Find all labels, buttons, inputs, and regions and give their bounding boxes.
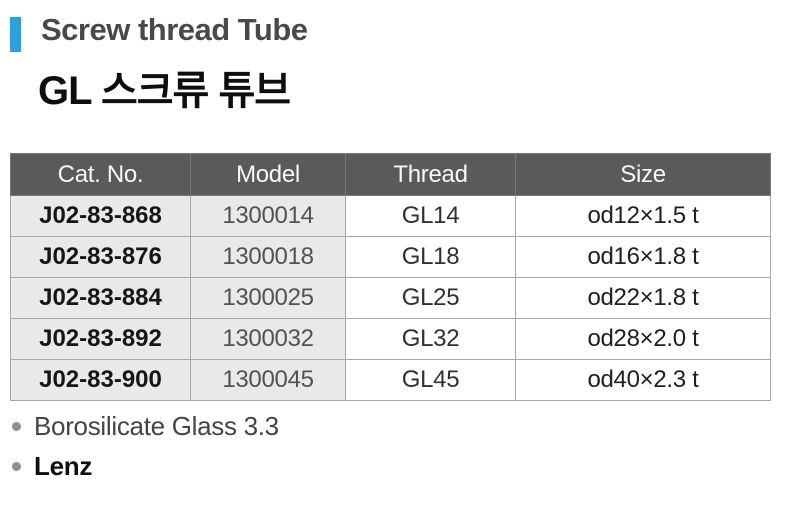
cell-model: 1300014 <box>190 195 346 237</box>
cell-cat-no: J02-83-900 <box>10 359 191 401</box>
spec-table-body: J02-83-868 1300014 GL14 od12×1.5 t J02-8… <box>10 195 771 401</box>
column-header-size: Size <box>515 153 771 196</box>
accent-bar-icon <box>10 17 21 52</box>
note-lenz: Lenz <box>12 446 279 486</box>
cell-size: od28×2.0 t <box>515 318 771 360</box>
bullet-icon <box>12 421 21 431</box>
cell-size: od16×1.8 t <box>515 236 771 278</box>
cell-model: 1300018 <box>190 236 346 278</box>
note-text: Borosilicate Glass 3.3 <box>34 410 279 441</box>
column-header-cat-no: Cat. No. <box>10 153 191 196</box>
cell-thread: GL14 <box>345 195 516 237</box>
notes-list: Borosilicate Glass 3.3 Lenz <box>12 406 279 486</box>
cell-model: 1300032 <box>190 318 346 360</box>
cell-thread: GL25 <box>345 277 516 319</box>
cell-cat-no: J02-83-868 <box>10 195 191 237</box>
page-title-english: Screw thread Tube <box>41 12 308 47</box>
cell-thread: GL18 <box>345 236 516 278</box>
cell-size: od12×1.5 t <box>515 195 771 237</box>
cell-cat-no: J02-83-892 <box>10 318 191 360</box>
cell-model: 1300025 <box>190 277 346 319</box>
note-borosilicate: Borosilicate Glass 3.3 <box>12 406 279 446</box>
table-row: J02-83-876 1300018 GL18 od16×1.8 t <box>10 236 771 278</box>
bullet-icon <box>12 461 21 471</box>
cell-model: 1300045 <box>190 359 346 401</box>
header-row: Cat. No. Model Thread Size <box>10 153 771 196</box>
page-title-korean: GL 스크류 튜브 <box>38 69 291 113</box>
note-text: Lenz <box>34 450 93 481</box>
cell-thread: GL45 <box>345 359 516 401</box>
cell-size: od40×2.3 t <box>515 359 771 401</box>
spec-table: Cat. No. Model Thread Size J02-83-868 13… <box>10 153 771 401</box>
column-header-model: Model <box>190 153 346 196</box>
cell-cat-no: J02-83-876 <box>10 236 191 278</box>
cell-size: od22×1.8 t <box>515 277 771 319</box>
cell-thread: GL32 <box>345 318 516 360</box>
table-row: J02-83-884 1300025 GL25 od22×1.8 t <box>10 277 771 319</box>
column-header-thread: Thread <box>345 153 516 196</box>
spec-table-header: Cat. No. Model Thread Size <box>10 153 771 196</box>
cell-cat-no: J02-83-884 <box>10 277 191 319</box>
table-row: J02-83-868 1300014 GL14 od12×1.5 t <box>10 195 771 237</box>
table-row: J02-83-900 1300045 GL45 od40×2.3 t <box>10 359 771 401</box>
table-row: J02-83-892 1300032 GL32 od28×2.0 t <box>10 318 771 360</box>
